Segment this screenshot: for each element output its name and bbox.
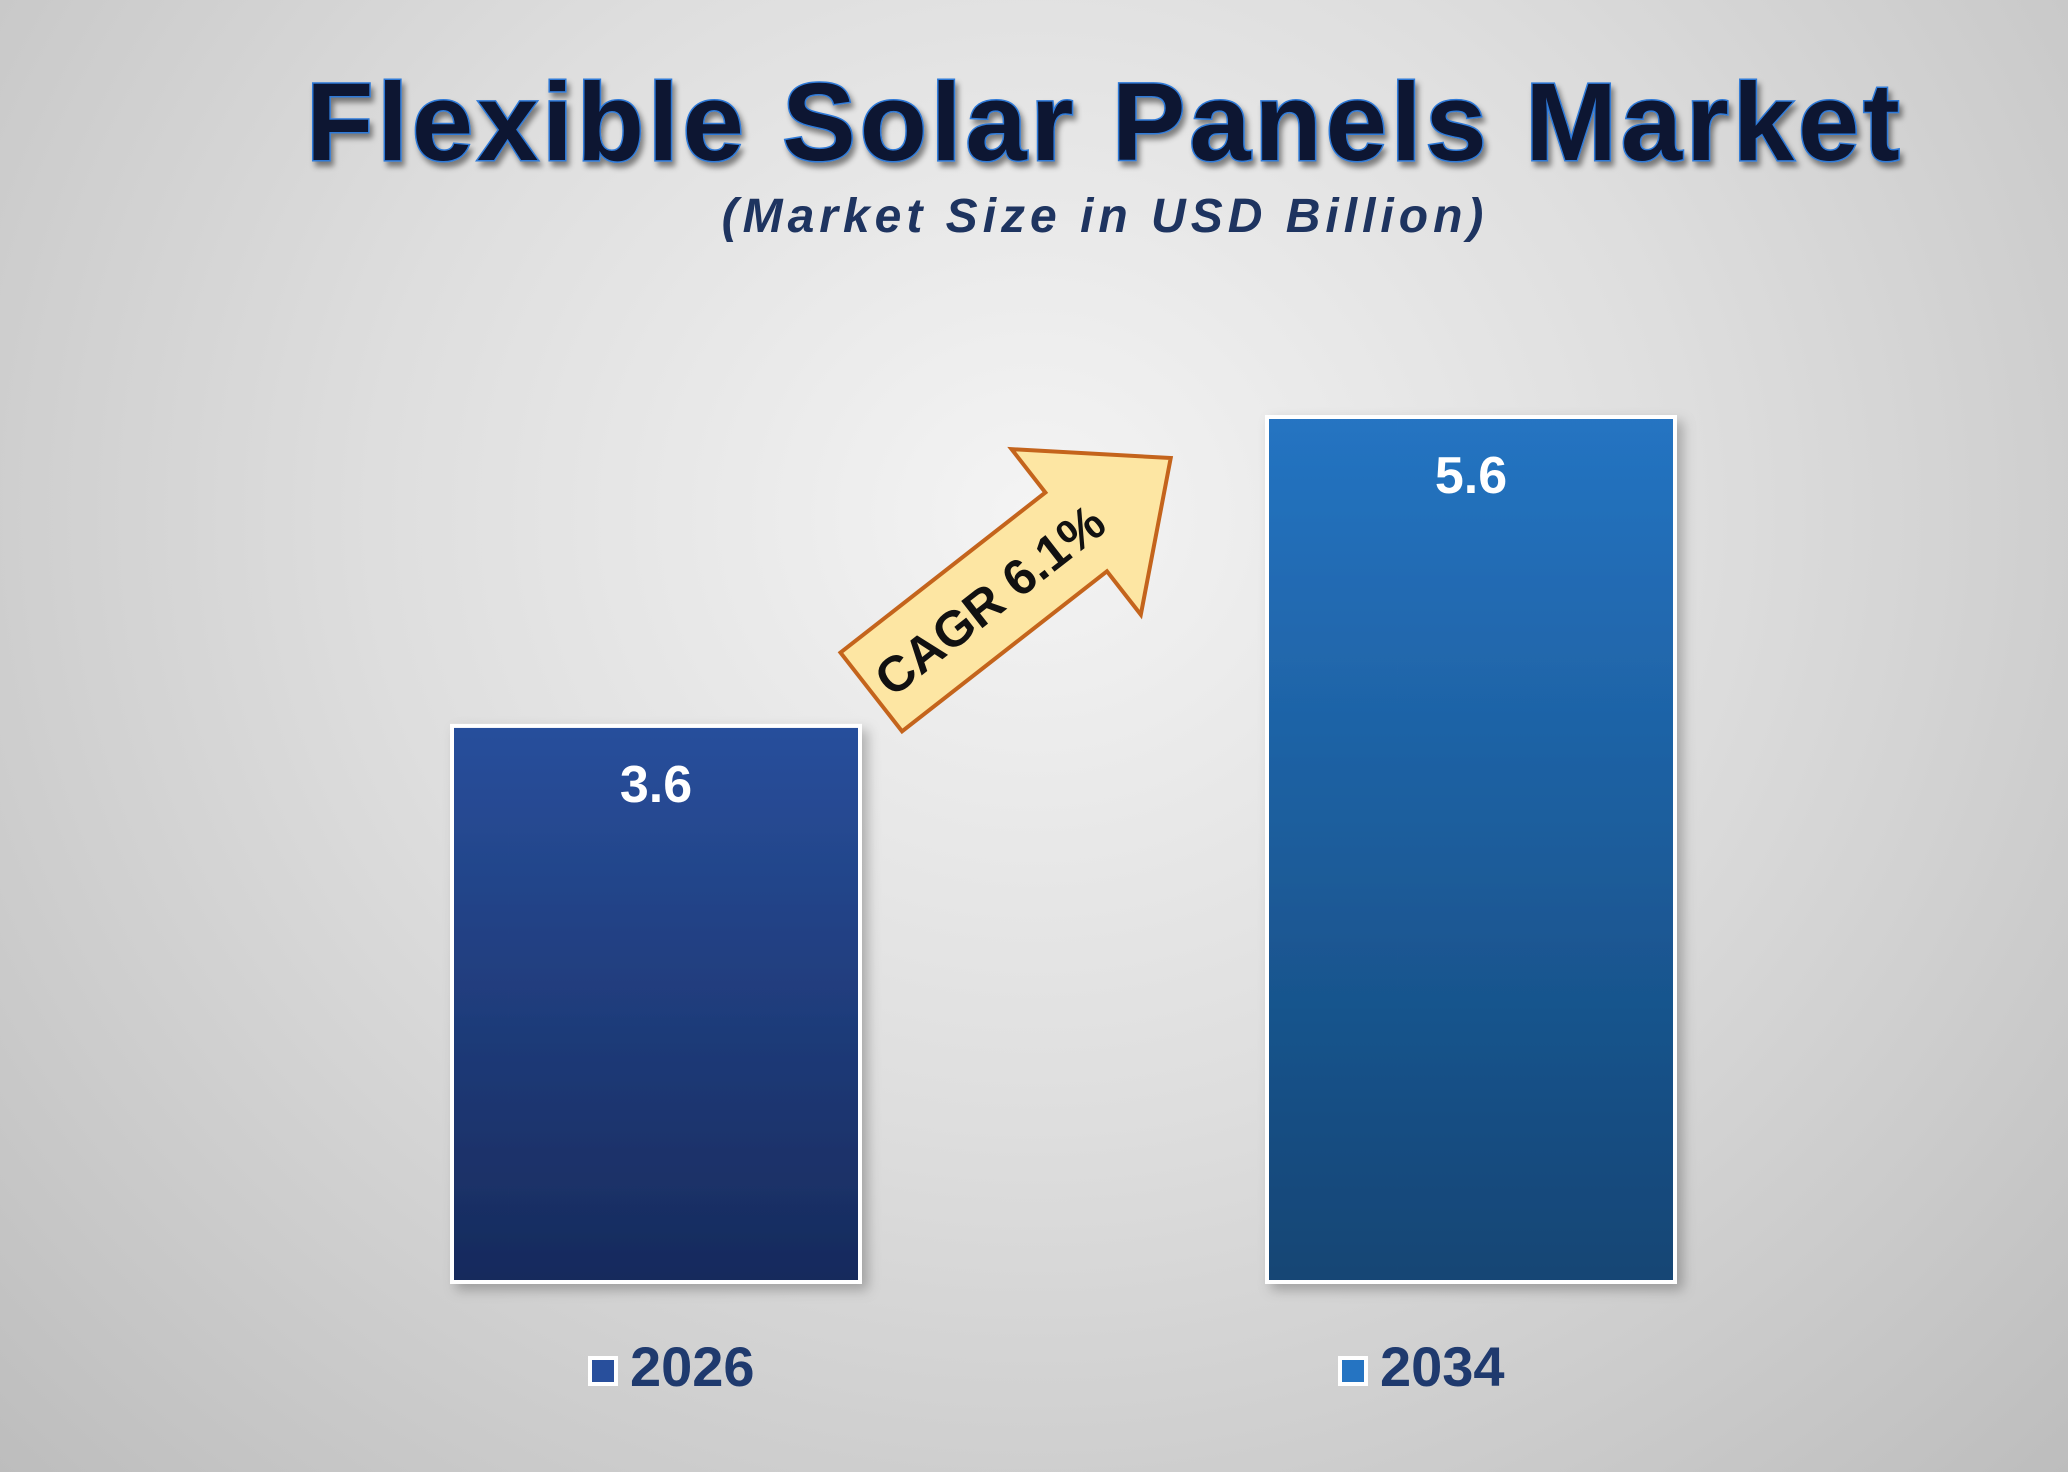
legend: 2026 2034 [588,1335,1505,1398]
chart-subtitle: (Market Size in USD Billion) [722,190,1489,243]
legend-label: 2034 [1380,1335,1505,1398]
cagr-arrow: CAGR 6.1% [837,446,1174,735]
legend-label: 2026 [630,1335,755,1398]
cagr-arrow-shape [837,446,1174,735]
cagr-label: CAGR 6.1% [864,494,1115,707]
chart-title: Flexible Solar Panels Market [306,61,1904,184]
bar-2026 [450,723,862,1284]
legend-swatch [588,1356,618,1386]
bar-2034 [1265,415,1677,1284]
bars-layer: 3.6 5.6 [450,415,1677,1284]
legend-item-2034: 2034 [1338,1335,1505,1398]
legend-item-2026: 2026 [588,1335,755,1398]
bar-value-label: 5.6 [1435,447,1507,505]
legend-swatch [1338,1356,1368,1386]
bar-value-label: 3.6 [620,756,692,814]
